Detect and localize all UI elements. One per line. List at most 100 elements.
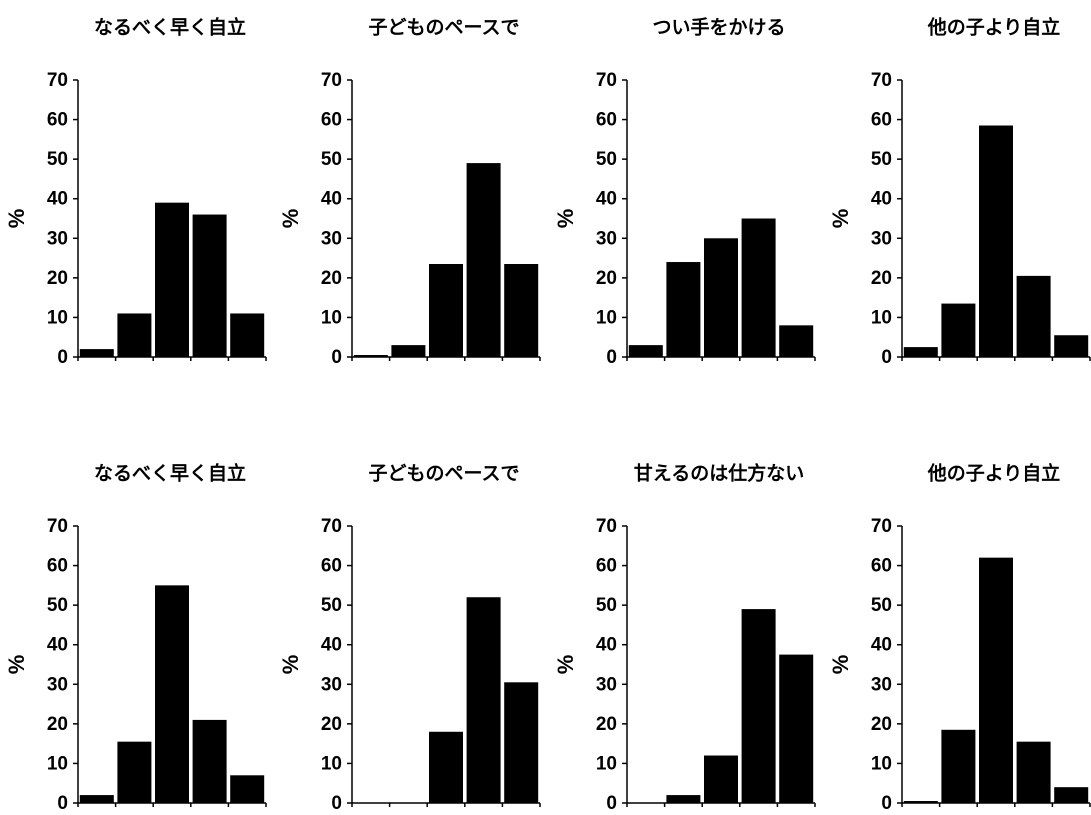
y-tick-label: 40 bbox=[596, 635, 617, 656]
y-tick-label: 40 bbox=[321, 189, 342, 210]
bar bbox=[466, 597, 501, 803]
bar bbox=[979, 125, 1013, 357]
y-tick-label: 70 bbox=[47, 70, 68, 91]
bar bbox=[192, 719, 227, 803]
bar bbox=[117, 741, 152, 803]
y-tick-label: 10 bbox=[321, 307, 342, 328]
bar bbox=[704, 238, 738, 357]
y-tick-label: 30 bbox=[871, 228, 892, 249]
y-tick-label: 30 bbox=[47, 228, 68, 249]
y-tick-label: 0 bbox=[881, 793, 892, 814]
y-tick-label: 30 bbox=[596, 674, 617, 695]
y-tick-label: 50 bbox=[321, 149, 342, 170]
bar bbox=[979, 557, 1013, 803]
y-tick-label: 0 bbox=[57, 793, 68, 814]
bar bbox=[504, 264, 539, 357]
chart-panel-6: 子どものペースで% 0 10 20 30 40 50 60 70 bbox=[278, 463, 541, 814]
y-tick-label: 50 bbox=[596, 595, 617, 616]
y-tick-label: 70 bbox=[321, 70, 342, 91]
y-tick-label: 40 bbox=[47, 189, 68, 210]
y-tick-label: 50 bbox=[47, 149, 68, 170]
y-tick-label: 60 bbox=[47, 110, 68, 131]
bar bbox=[1054, 335, 1089, 357]
y-tick-label: 70 bbox=[871, 516, 892, 537]
bar bbox=[155, 202, 189, 357]
bar bbox=[353, 355, 388, 357]
y-tick-label: 70 bbox=[871, 70, 892, 91]
chart-panel-2: 子どものペースで% 0 10 20 30 40 50 60 70 bbox=[278, 17, 541, 368]
y-tick-label: 20 bbox=[871, 714, 892, 735]
bar bbox=[628, 345, 663, 357]
bar bbox=[779, 325, 814, 357]
bar bbox=[230, 775, 265, 803]
y-tick-label: 40 bbox=[596, 189, 617, 210]
bar bbox=[941, 303, 976, 357]
y-axis-label: % bbox=[828, 655, 853, 675]
y-tick-label: 30 bbox=[871, 674, 892, 695]
y-axis-label: % bbox=[278, 209, 303, 229]
bar bbox=[741, 609, 776, 803]
chart-panel-7: 甘えるのは仕方ない% 0 10 20 30 40 50 60 70 bbox=[553, 462, 816, 814]
y-tick-label: 70 bbox=[321, 516, 342, 537]
y-tick-label: 10 bbox=[596, 753, 617, 774]
bar bbox=[704, 755, 738, 803]
chart-title: 子どものペースで bbox=[368, 463, 519, 485]
y-axis-label: % bbox=[4, 209, 29, 229]
chart-panel-3: つい手をかける% 0 10 20 30 40 50 60 70 bbox=[553, 16, 816, 368]
bar bbox=[941, 729, 976, 803]
y-tick-label: 20 bbox=[47, 268, 68, 289]
y-tick-label: 60 bbox=[596, 110, 617, 131]
y-tick-label: 50 bbox=[47, 595, 68, 616]
bar bbox=[429, 731, 463, 803]
y-tick-label: 10 bbox=[871, 307, 892, 328]
y-tick-label: 50 bbox=[871, 149, 892, 170]
y-tick-label: 70 bbox=[596, 70, 617, 91]
y-axis-label: % bbox=[4, 655, 29, 675]
y-tick-label: 40 bbox=[47, 635, 68, 656]
chart-title: つい手をかける bbox=[652, 16, 785, 39]
bar bbox=[903, 347, 938, 357]
y-tick-label: 50 bbox=[321, 595, 342, 616]
bar bbox=[230, 313, 265, 357]
y-tick-label: 0 bbox=[606, 347, 617, 368]
y-tick-label: 30 bbox=[321, 228, 342, 249]
bar bbox=[666, 262, 701, 357]
bar bbox=[1054, 787, 1089, 803]
y-tick-label: 60 bbox=[871, 556, 892, 577]
y-tick-label: 10 bbox=[596, 307, 617, 328]
bar bbox=[192, 214, 227, 357]
y-tick-label: 10 bbox=[321, 753, 342, 774]
y-tick-label: 0 bbox=[331, 347, 342, 368]
y-tick-label: 20 bbox=[321, 268, 342, 289]
y-tick-label: 50 bbox=[871, 595, 892, 616]
y-tick-label: 0 bbox=[881, 347, 892, 368]
bar bbox=[466, 163, 501, 357]
chart-panel-1: なるべく早く自立% 0 10 20 30 40 50 60 70 bbox=[4, 16, 267, 368]
y-tick-label: 10 bbox=[47, 753, 68, 774]
y-tick-label: 10 bbox=[47, 307, 68, 328]
y-tick-label: 60 bbox=[871, 110, 892, 131]
y-axis-label: % bbox=[828, 209, 853, 229]
y-axis-label: % bbox=[553, 209, 578, 229]
chart-panel-4: 他の子より自立% 0 10 20 30 40 50 60 70 bbox=[828, 16, 1091, 368]
y-tick-label: 0 bbox=[606, 793, 617, 814]
chart-title: 他の子より自立 bbox=[927, 16, 1061, 39]
chart-title: なるべく早く自立 bbox=[94, 462, 246, 485]
y-tick-label: 30 bbox=[321, 674, 342, 695]
y-tick-label: 20 bbox=[871, 268, 892, 289]
bar bbox=[666, 795, 701, 803]
y-tick-label: 20 bbox=[321, 714, 342, 735]
bar bbox=[429, 264, 463, 357]
y-tick-label: 40 bbox=[321, 635, 342, 656]
chart-title: 子どものペースで bbox=[368, 17, 519, 39]
y-tick-label: 60 bbox=[47, 556, 68, 577]
y-tick-label: 60 bbox=[321, 110, 342, 131]
bar bbox=[741, 218, 776, 357]
y-tick-label: 20 bbox=[596, 714, 617, 735]
y-tick-label: 20 bbox=[47, 714, 68, 735]
bar bbox=[117, 313, 152, 357]
y-tick-label: 60 bbox=[321, 556, 342, 577]
y-tick-label: 10 bbox=[871, 753, 892, 774]
